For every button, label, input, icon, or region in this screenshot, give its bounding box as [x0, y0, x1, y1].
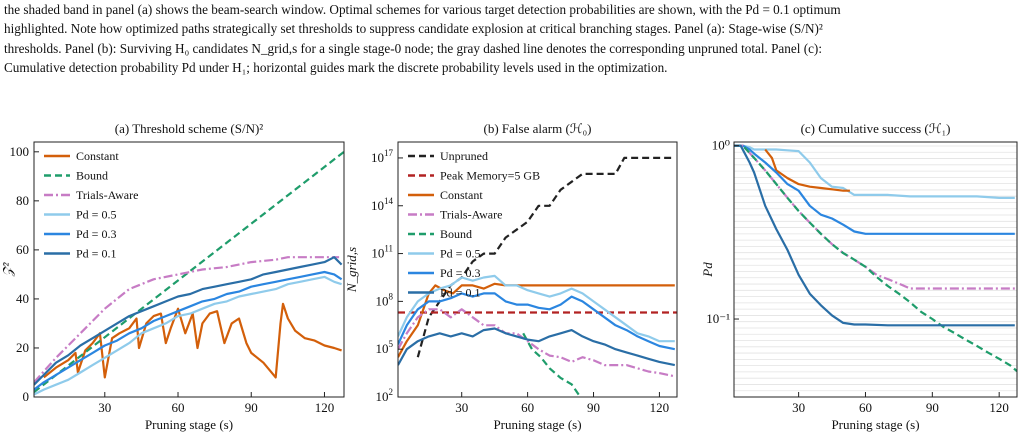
- y-tick-label: 60: [16, 242, 29, 257]
- y-tick-label: 20: [16, 340, 29, 355]
- y-tick-label: 0: [23, 389, 30, 404]
- legend-label-bound: Bound: [440, 227, 472, 241]
- series-line-trials_aware: [398, 308, 676, 378]
- series-line-bound: [522, 332, 582, 397]
- y-tick-label: 102: [376, 387, 394, 404]
- y-tick-exponent: 11: [384, 244, 393, 254]
- x-tick-label: 90: [245, 400, 258, 415]
- series-line-pd05: [34, 275, 342, 396]
- x-tick-label: 30: [98, 400, 111, 415]
- y-tick-label: 80: [16, 193, 29, 208]
- series-line-pd03: [34, 270, 343, 391]
- x-tick-label: 120: [650, 400, 670, 415]
- series-line-pd05: [734, 144, 1015, 199]
- legend-label-trials_aware: Trials-Aware: [440, 208, 502, 222]
- panel-b-false-alarm: 30 60 90 120 102 105 108 1011 1014 1017 (b) False …: [344, 121, 678, 432]
- x-tick-label: 60: [172, 400, 185, 415]
- x-tick-label: 90: [587, 400, 600, 415]
- caption-line-1: the shaded band in panel (a) shows the b…: [4, 2, 841, 17]
- y-tick-label: 1017: [371, 148, 394, 165]
- legend-label-trials_aware: Trials-Aware: [76, 188, 138, 202]
- x-axis-label: Pruning stage (s): [493, 417, 581, 432]
- y-tick-exponent: 2: [389, 387, 394, 397]
- legend-label-constant: Constant: [76, 149, 119, 163]
- y-axis-label: 𝒵²: [0, 262, 15, 278]
- x-tick-label: 30: [455, 400, 468, 415]
- x-tick-label: 60: [521, 400, 534, 415]
- panel-title: (a) Threshold scheme (S/N)²: [115, 121, 264, 136]
- caption-line-3: thresholds. Panel (b): Surviving H₀ cand…: [4, 40, 822, 56]
- legend-label-pd03: Pd = 0.3: [440, 266, 480, 280]
- legend-label-pd01: Pd = 0.1: [440, 286, 480, 300]
- y-tick-exponent: 14: [384, 196, 394, 206]
- y-tick-label: 108: [376, 291, 394, 308]
- series-line-trials_aware: [734, 144, 1015, 290]
- y-axis-label: N_grid,s: [344, 247, 359, 293]
- legend-label-pd05: Pd = 0.5: [440, 247, 480, 261]
- x-tick-label: 90: [926, 400, 939, 415]
- panel-title: (b) False alarm (ℋ₀): [484, 121, 592, 136]
- series-line-pd01: [734, 144, 1015, 327]
- legend-label-pd01: Pd = 0.1: [76, 247, 116, 261]
- x-tick-label: 120: [315, 400, 335, 415]
- x-tick-label: 120: [989, 400, 1009, 415]
- y-tick-exponent: 8: [389, 291, 394, 301]
- legend-label-bound: Bound: [76, 169, 108, 183]
- y-axis-label: Pd: [700, 262, 715, 278]
- y-tick-label: 1014: [371, 196, 394, 213]
- y-tick-label: 40: [16, 291, 29, 306]
- axes-frame: [33, 141, 345, 398]
- series-line-pd01: [34, 256, 343, 386]
- x-axis-label: Pruning stage (s): [831, 417, 919, 432]
- axes-frame: [733, 141, 1018, 398]
- series-line-pd03: [398, 292, 676, 351]
- legend-label-constant: Constant: [440, 188, 483, 202]
- y-tick-label: 100: [10, 144, 30, 159]
- y-tick-label: 1011: [371, 244, 393, 261]
- y-tick-label: 10⁰: [712, 138, 730, 153]
- series-line-trials_aware: [34, 256, 340, 384]
- series-line-pd05: [398, 274, 675, 343]
- legend-label-pd03: Pd = 0.3: [76, 227, 116, 241]
- legend-label-pd05: Pd = 0.5: [76, 208, 116, 222]
- y-tick-label: 10⁻¹: [706, 311, 730, 326]
- y-tick-label: 105: [376, 339, 394, 356]
- series-line-constant: [764, 148, 850, 192]
- y-tick-exponent: 17: [384, 148, 394, 158]
- panel-c-cumulative-success: 30 60 90 120 10⁰ 10⁻¹ (c) Cumulative success (…: [700, 121, 1018, 432]
- legend-label-unpruned: Unpruned: [440, 149, 488, 163]
- y-tick-exponent: 5: [389, 339, 394, 349]
- series-line-pd03: [734, 144, 1015, 235]
- panel-a-threshold-scheme: 30 60 90 120 0 20 40 60 80 100 (a) Threshold schem…: [0, 121, 345, 432]
- figure-caption: the shaded band in panel (a) shows the b…: [4, 0, 1021, 78]
- legend-label-peak_memory: Peak Memory=5 GB: [440, 169, 540, 183]
- panel-title: (c) Cumulative success (ℋ₁): [801, 121, 951, 136]
- x-tick-label: 30: [792, 400, 805, 415]
- x-tick-label: 60: [859, 400, 872, 415]
- x-axis-label: Pruning stage (s): [145, 417, 233, 432]
- caption-line-2: highlighted. Note how optimized paths st…: [4, 21, 823, 37]
- axes-frame: [397, 141, 678, 398]
- series-line-bound: [734, 144, 1017, 373]
- series-line-pd01: [398, 327, 676, 367]
- caption-line-4: Cumulative detection probability Pd unde…: [4, 60, 668, 76]
